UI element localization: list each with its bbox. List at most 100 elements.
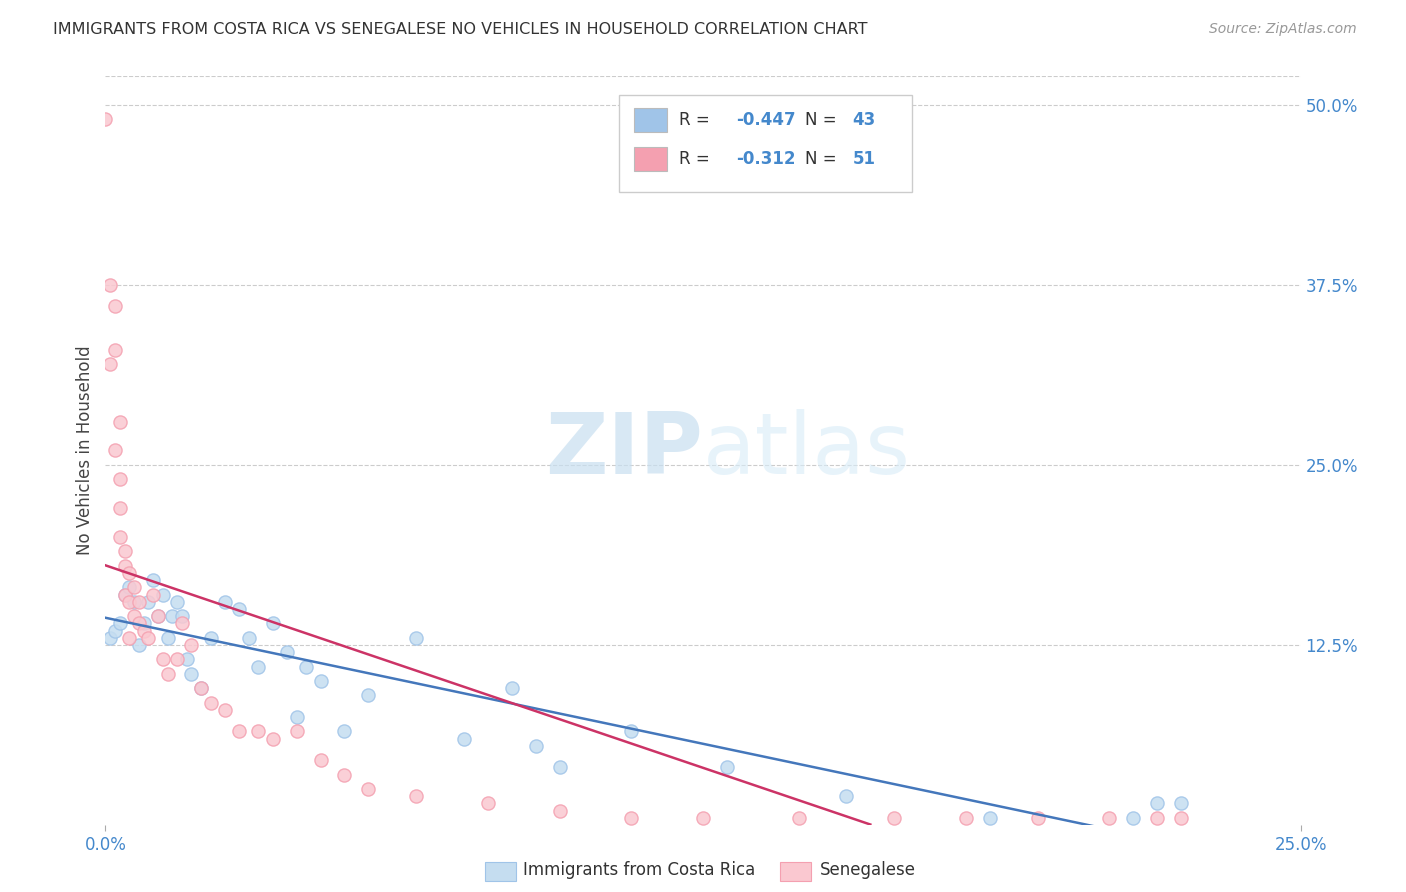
Point (1122, 811, 1144, 825)
Point (128, 616, 150, 631)
Y-axis label: No Vehicles in Household: No Vehicles in Household (76, 345, 94, 556)
Point (228, 602, 250, 616)
Point (118, 595, 141, 609)
Point (104, 343, 127, 357)
Point (692, 811, 714, 825)
Text: IMMIGRANTS FROM COSTA RICA VS SENEGALESE NO VEHICLES IN HOUSEHOLD CORRELATION CH: IMMIGRANTS FROM COSTA RICA VS SENEGALESE… (53, 22, 868, 37)
Point (548, 760, 571, 774)
Text: N =: N = (804, 150, 841, 168)
Point (108, 530, 131, 544)
Point (128, 638, 150, 652)
Point (620, 811, 643, 825)
Point (835, 789, 858, 804)
Point (114, 588, 136, 602)
Point (1098, 811, 1121, 825)
Point (166, 652, 188, 666)
Point (1146, 811, 1168, 825)
Point (453, 731, 475, 746)
Point (333, 724, 356, 739)
Point (238, 631, 260, 645)
Point (333, 767, 356, 781)
Point (1170, 811, 1192, 825)
Point (548, 804, 571, 818)
Text: 43: 43 (852, 111, 876, 129)
Point (309, 753, 332, 767)
Point (716, 760, 738, 774)
Point (176, 652, 198, 666)
Point (138, 595, 160, 609)
Text: Immigrants from Costa Rica: Immigrants from Costa Rica (523, 861, 755, 879)
Text: Senegalese: Senegalese (820, 861, 915, 879)
Point (1170, 797, 1192, 811)
Point (118, 631, 141, 645)
Point (276, 645, 298, 659)
Text: Source: ZipAtlas.com: Source: ZipAtlas.com (1209, 22, 1357, 37)
Point (118, 566, 141, 580)
Text: -0.447: -0.447 (737, 111, 796, 129)
Point (620, 724, 643, 739)
Point (787, 811, 810, 825)
Point (170, 616, 193, 631)
Point (132, 624, 155, 638)
Point (190, 681, 212, 696)
Text: R =: R = (679, 150, 716, 168)
Point (108, 415, 131, 429)
Point (309, 673, 332, 688)
Point (883, 811, 905, 825)
Point (138, 631, 160, 645)
Point (142, 588, 165, 602)
Point (152, 652, 174, 666)
Point (108, 472, 131, 486)
Text: N =: N = (804, 111, 841, 129)
Point (146, 609, 169, 624)
Point (979, 811, 1001, 825)
Point (122, 609, 145, 624)
Point (477, 797, 499, 811)
Point (108, 616, 131, 631)
Point (156, 666, 179, 681)
Point (114, 544, 136, 558)
Point (104, 299, 127, 313)
Text: 51: 51 (852, 150, 876, 168)
Point (98, 631, 121, 645)
Point (108, 501, 131, 516)
Point (146, 609, 169, 624)
Point (247, 659, 270, 673)
Text: -0.312: -0.312 (737, 150, 796, 168)
Point (142, 573, 165, 587)
Point (501, 681, 523, 696)
Point (180, 666, 202, 681)
FancyBboxPatch shape (634, 108, 668, 132)
Point (98, 357, 121, 371)
Point (295, 659, 318, 673)
Point (128, 595, 150, 609)
Point (262, 731, 284, 746)
Point (132, 616, 155, 631)
Point (122, 580, 145, 594)
Point (104, 624, 127, 638)
Point (247, 724, 270, 739)
Point (118, 580, 141, 594)
Point (180, 638, 202, 652)
Point (166, 595, 188, 609)
Point (357, 689, 380, 703)
Point (200, 631, 222, 645)
Point (104, 443, 127, 458)
Point (524, 739, 547, 753)
Point (357, 782, 380, 797)
Point (228, 724, 250, 739)
Point (190, 681, 212, 696)
Point (114, 558, 136, 573)
Point (162, 609, 184, 624)
Text: atlas: atlas (703, 409, 911, 492)
Point (214, 703, 236, 717)
Point (122, 595, 145, 609)
Text: ZIP: ZIP (546, 409, 703, 492)
Point (405, 789, 427, 804)
Point (285, 724, 308, 739)
Point (200, 696, 222, 710)
Point (170, 609, 193, 624)
FancyBboxPatch shape (619, 95, 912, 192)
Point (114, 588, 136, 602)
Point (405, 631, 427, 645)
